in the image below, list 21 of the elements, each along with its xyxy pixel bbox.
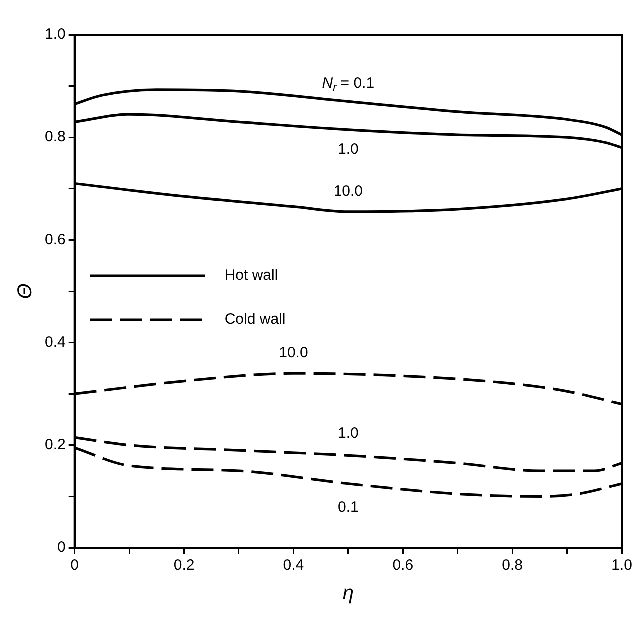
series-label: 1.0 (338, 141, 359, 158)
y-tick-label: 0.2 (44, 436, 66, 454)
x-tick-label: 0.2 (174, 557, 195, 574)
y-tick-label: 0.8 (44, 128, 66, 146)
x-tick-label: 1.0 (612, 557, 632, 574)
y-tick-label: 0.4 (44, 334, 66, 351)
y-tick-label: 0.6 (44, 231, 66, 248)
x-tick-label: 0 (70, 557, 80, 574)
y-tick-label: 1.0 (44, 26, 66, 44)
series-label: 10.0 (334, 183, 364, 200)
series-label: 10.0 (279, 344, 308, 362)
x-tick-label: 0.6 (392, 557, 414, 574)
annotation: Hot wall (224, 267, 278, 284)
y-axis-title: Θ (14, 284, 37, 300)
x-tick-label: 0.8 (502, 557, 523, 574)
series-label: 0.1 (338, 499, 359, 516)
series-label: 1.0 (338, 424, 359, 442)
annotation: Cold wall (224, 311, 286, 328)
y-tick-label: 0 (58, 539, 66, 556)
x-axis-title: η (342, 582, 354, 605)
x-tick-label: 0.4 (283, 557, 304, 574)
